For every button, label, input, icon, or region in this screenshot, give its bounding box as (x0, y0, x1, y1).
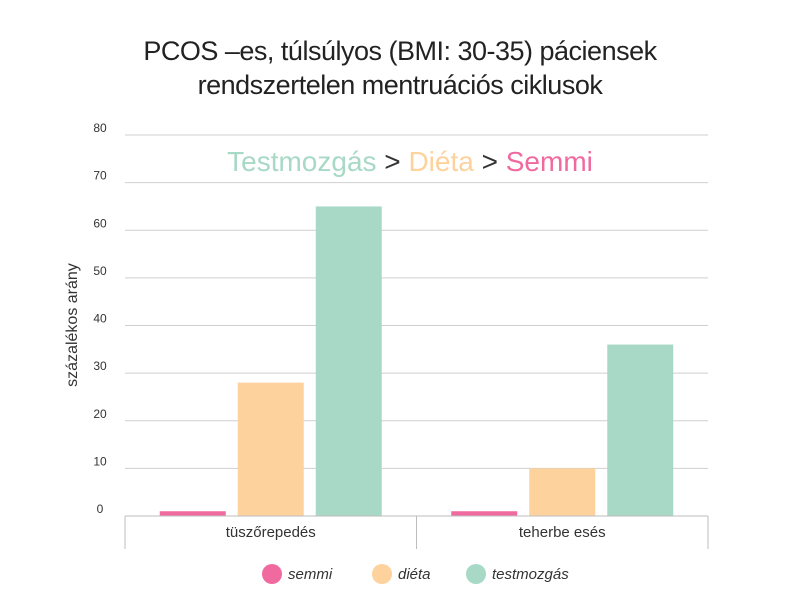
x-axis: tüszőrepedés teherbe esés (124, 515, 709, 549)
legend-swatch-testmozgás (466, 564, 486, 584)
x-tick-label: tüszőrepedés (226, 524, 316, 541)
bar-semmi-teherbe esés (451, 511, 518, 516)
y-tick-label: 30 (93, 359, 107, 373)
legend-label-testmozgás: testmozgás (492, 566, 569, 583)
gridlines (125, 134, 708, 469)
y-tick-label: 50 (93, 264, 107, 278)
annotation-part: Semmi (506, 146, 593, 177)
legend-swatch-diéta (372, 564, 392, 584)
ranking-annotation: Testmozgás > Diéta > Semmi (227, 146, 593, 177)
y-tick-label: 40 (93, 312, 107, 326)
legend: semmi diéta testmozgás (262, 564, 569, 584)
legend-swatch-semmi (262, 564, 282, 584)
y-tick-label: 60 (93, 216, 107, 230)
y-axis-ticks: 0 10 20 30 40 50 60 70 80 (93, 121, 107, 516)
y-tick-label: 10 (93, 454, 107, 468)
y-tick-label: 0 (97, 502, 104, 516)
bar-testmozgás-tüszőrepedés (315, 206, 382, 516)
bar-diéta-tüszőrepedés (237, 382, 304, 516)
chart-title-line-1: PCOS –es, túlsúlyos (BMI: 30-35) páciens… (143, 36, 657, 66)
y-tick-label: 70 (93, 169, 107, 183)
annotation-part: Diéta (408, 146, 474, 177)
bar-diéta-teherbe esés (529, 468, 596, 516)
bars (159, 206, 674, 516)
chart-title: PCOS –es, túlsúlyos (BMI: 30-35) páciens… (0, 34, 800, 102)
bar-testmozgás-teherbe esés (607, 344, 674, 516)
bar-semmi-tüszőrepedés (159, 511, 226, 516)
y-tick-label: 80 (93, 121, 107, 135)
chart-title-line-2: rendszertelen mentruációs ciklusok (197, 70, 603, 100)
legend-label-diéta: diéta (398, 566, 431, 583)
legend-label-semmi: semmi (288, 566, 333, 583)
annotation-part: Testmozgás (227, 146, 376, 177)
y-axis-label: százalékos arány (64, 263, 81, 387)
x-tick-label: teherbe esés (519, 524, 606, 541)
annotation-part: > (474, 146, 506, 177)
y-tick-label: 20 (93, 407, 107, 421)
annotation-part: > (377, 146, 409, 177)
